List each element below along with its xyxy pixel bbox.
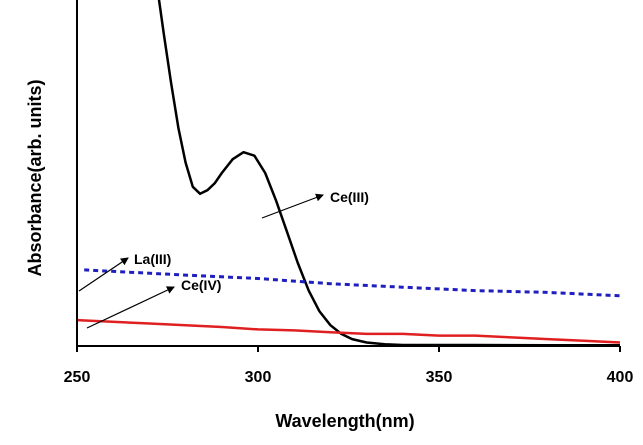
x-tick-label-350: 350 [426, 369, 453, 386]
y-axis-title: Absorbance(arb. units) [25, 79, 45, 276]
annotation-arrow-ce-iv [86, 286, 175, 329]
annotation-label-ce-iii: Ce(III) [330, 189, 369, 205]
annotation-layer: Ce(III) La(III) Ce(IV) [78, 189, 369, 329]
x-tick-layer: 250 300 350 400 [64, 346, 634, 386]
x-axis-title: Wavelength(nm) [275, 411, 414, 431]
series-layer [77, 0, 620, 346]
series-line-ce-iii [157, 0, 620, 346]
x-tick-label-300: 300 [245, 369, 272, 386]
annotation-arrow-la-iii [78, 257, 129, 292]
x-tick-label-400: 400 [607, 369, 634, 386]
series-line-la-iii [84, 268, 620, 298]
annotation-arrow-ce-iii [261, 193, 324, 219]
x-tick-label-250: 250 [64, 369, 91, 386]
annotation-label-ce-iv: Ce(IV) [181, 277, 221, 293]
series-line-ce-iv [77, 318, 620, 344]
annotation-label-la-iii: La(III) [134, 251, 171, 267]
